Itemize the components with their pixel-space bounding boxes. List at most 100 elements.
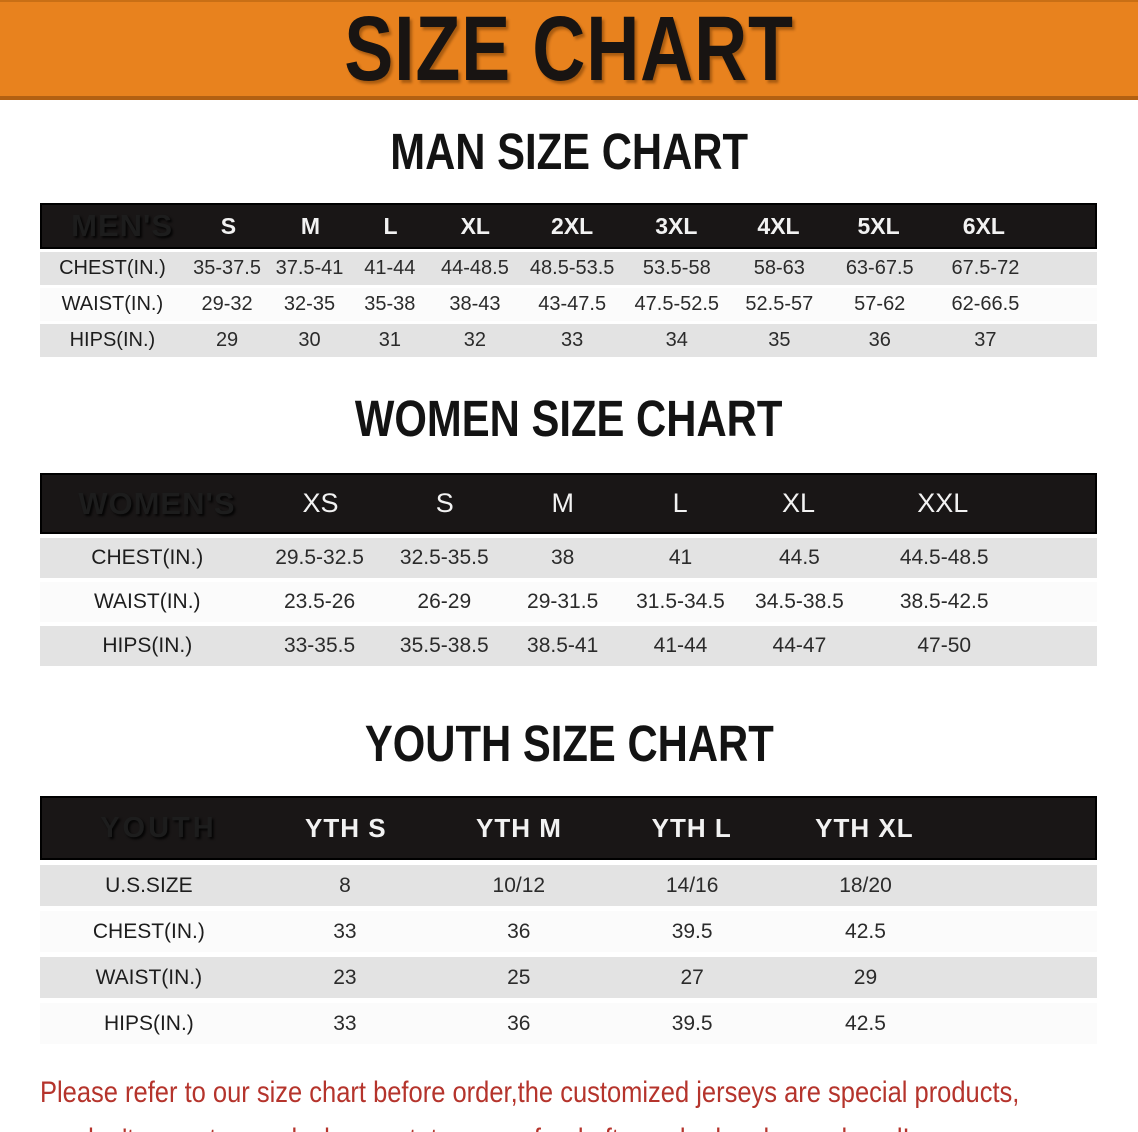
- youth-value: 42.5: [845, 919, 886, 943]
- women-size-header-xs: XS: [302, 488, 339, 518]
- women-value: 44-47: [772, 634, 827, 657]
- youth-size-header-yth-l: YTH L: [651, 812, 732, 843]
- women-header-row: WOMEN'S XS S M L XL XXL: [40, 473, 1097, 534]
- youth-row-chest-in.: CHEST(IN.) 33 36 39.5 42.5: [40, 911, 1097, 952]
- men-value: 33: [561, 329, 584, 351]
- women-value: 44.5: [778, 546, 820, 569]
- men-value: 35: [768, 329, 791, 351]
- men-value: 38-43: [449, 293, 501, 315]
- women-size-header-m: M: [551, 488, 574, 518]
- men-row-chest-in.: CHEST(IN.) 35-37.5 37.5-41 41-44 44-48.5 48.5…: [40, 252, 1097, 285]
- women-size-header-xxl: XXL: [917, 488, 969, 518]
- men-value: 48.5-53.5: [529, 257, 615, 279]
- men-header-row: MEN'S S M L XL 2XL 3XL 4XL 5XL 6XL: [40, 203, 1097, 249]
- women-value: 32.5-35.5: [399, 546, 489, 569]
- men-value: 37.5-41: [275, 257, 344, 279]
- women-value: 31.5-34.5: [636, 590, 725, 613]
- men-row-label-hips-in.: HIPS(IN.): [69, 329, 156, 351]
- youth-value: 10/12: [492, 873, 546, 897]
- women-value: 29.5-32.5: [275, 546, 364, 569]
- youth-row-label-hips-in.: HIPS(IN.): [103, 1011, 194, 1035]
- men-value: 32: [463, 329, 487, 351]
- youth-section-heading-text: YOUTH SIZE CHART: [364, 715, 774, 772]
- men-value: 67.5-72: [951, 257, 1020, 279]
- men-size-header-5xl: 5XL: [857, 212, 900, 239]
- men-size-header-s: S: [220, 212, 237, 239]
- men-value: 29: [215, 329, 239, 351]
- women-value: 26-29: [417, 590, 472, 613]
- youth-value: 18/20: [839, 873, 892, 897]
- youth-value: 39.5: [671, 919, 713, 943]
- youth-value: 36: [507, 1011, 531, 1035]
- men-value: 35-38: [364, 293, 416, 315]
- youth-value: 36: [507, 919, 531, 943]
- men-size-section: MAN SIZE CHART MEN'S S M L XL 2XL 3XL 4XL 5XL 6XL…: [0, 126, 1138, 357]
- women-size-header-s: S: [435, 488, 454, 518]
- men-row-label-waist-in.: WAIST(IN.): [61, 293, 164, 315]
- youth-size-section: YOUTH SIZE CHART YOUTH YTH S YTH M YTH L YTH…: [0, 718, 1138, 1044]
- women-row-label-hips-in.: HIPS(IN.): [102, 634, 193, 657]
- women-section-heading-text: WOMEN SIZE CHART: [355, 390, 783, 447]
- women-value: 41: [668, 546, 693, 569]
- youth-size-header-yth-m: YTH M: [476, 812, 562, 843]
- youth-section-heading: YOUTH SIZE CHART: [0, 718, 1138, 769]
- men-size-table: MEN'S S M L XL 2XL 3XL 4XL 5XL 6XL CHEST(IN.) 35-37…: [40, 203, 1097, 357]
- women-size-section: WOMEN SIZE CHART WOMEN'S XS S M L XL XXL CHEST(…: [0, 393, 1138, 666]
- women-value: 44.5-48.5: [899, 546, 989, 569]
- youth-row-label-chest-in.: CHEST(IN.): [92, 919, 205, 943]
- women-row-hips-in.: HIPS(IN.) 33-35.5 35.5-38.5 38.5-41 41-44 44-…: [40, 626, 1097, 666]
- youth-value: 42.5: [845, 1011, 886, 1035]
- women-value: 38.5-41: [527, 634, 599, 657]
- women-size-header-xl: XL: [782, 488, 816, 518]
- women-row-label-chest-in.: CHEST(IN.): [91, 546, 204, 569]
- men-value: 53.5-58: [642, 257, 711, 279]
- men-row-hips-in.: HIPS(IN.) 29 30 31 32 33 34 35 36 37: [40, 324, 1097, 357]
- men-value: 57-62: [854, 293, 906, 315]
- men-value: 62-66.5: [951, 293, 1020, 315]
- youth-value: 33: [333, 1011, 357, 1035]
- men-row-waist-in.: WAIST(IN.) 29-32 32-35 35-38 38-43 43-47.5 47.…: [40, 288, 1097, 321]
- women-size-header-l: L: [672, 488, 688, 518]
- men-value: 36: [868, 329, 891, 351]
- men-value: 29-32: [201, 293, 253, 315]
- women-value: 38.5-42.5: [899, 590, 989, 613]
- youth-row-waist-in.: WAIST(IN.) 23 25 27 29: [40, 957, 1097, 998]
- men-size-header-l: L: [383, 212, 398, 239]
- men-value: 35-37.5: [193, 257, 261, 279]
- men-value: 44-48.5: [441, 257, 509, 279]
- women-value: 47-50: [917, 634, 972, 657]
- youth-row-label-waist-in.: WAIST(IN.): [95, 965, 203, 989]
- men-value: 63-67.5: [845, 257, 914, 279]
- youth-value: 8: [339, 873, 351, 897]
- youth-header-row: YOUTH YTH S YTH M YTH L YTH XL: [40, 796, 1097, 860]
- page-title: SIZE CHART: [344, 0, 794, 100]
- men-row-label-chest-in.: CHEST(IN.): [59, 257, 166, 279]
- youth-value: 29: [853, 965, 878, 989]
- women-value: 34.5-38.5: [755, 590, 844, 613]
- women-value: 41-44: [653, 634, 708, 657]
- youth-value: 25: [507, 965, 531, 989]
- men-value: 30: [298, 329, 321, 351]
- women-row-waist-in.: WAIST(IN.) 23.5-26 26-29 29-31.5 31.5-34.5 34…: [40, 582, 1097, 622]
- men-size-header-6xl: 6XL: [962, 212, 1005, 239]
- women-row-chest-in.: CHEST(IN.) 29.5-32.5 32.5-35.5 38 41 44.5 44.5…: [40, 538, 1097, 578]
- women-value: 38: [550, 546, 575, 569]
- men-size-header-3xl: 3XL: [655, 212, 698, 239]
- men-value: 37: [974, 329, 997, 351]
- men-value: 41-44: [364, 257, 416, 279]
- disclaimer-line-1: Please refer to our size chart before or…: [40, 1076, 1020, 1109]
- youth-row-u.s.size: U.S.SIZE 8 10/12 14/16 18/20: [40, 865, 1097, 906]
- youth-value: 23: [333, 965, 357, 989]
- women-header-label: WOMEN'S: [78, 485, 236, 521]
- youth-size-header-yth-s: YTH S: [304, 812, 387, 843]
- youth-header-label: YOUTH: [100, 811, 217, 844]
- women-value: 33-35.5: [283, 634, 356, 657]
- youth-value: 27: [680, 965, 704, 989]
- women-size-table: WOMEN'S XS S M L XL XXL CHEST(IN.) 29.5-32.5 32.5…: [40, 473, 1097, 666]
- men-value: 47.5-52.5: [634, 293, 720, 315]
- men-size-header-4xl: 4XL: [757, 212, 800, 239]
- youth-row-hips-in.: HIPS(IN.) 33 36 39.5 42.5: [40, 1003, 1097, 1044]
- banner: SIZE CHART: [0, 0, 1138, 100]
- men-size-header-m: M: [300, 212, 321, 239]
